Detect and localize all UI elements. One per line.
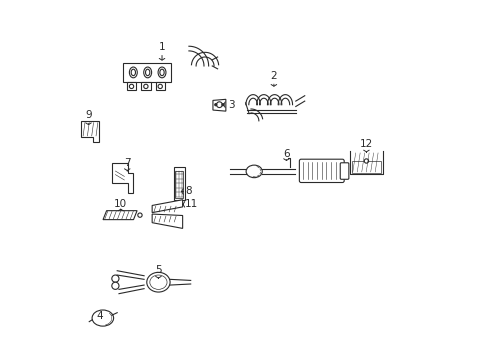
Circle shape <box>138 213 142 217</box>
Ellipse shape <box>146 273 170 292</box>
Text: 2: 2 <box>270 71 277 81</box>
Ellipse shape <box>160 69 164 76</box>
Circle shape <box>158 84 162 89</box>
Ellipse shape <box>145 69 149 76</box>
Polygon shape <box>155 82 164 90</box>
FancyBboxPatch shape <box>340 163 348 179</box>
Circle shape <box>112 282 119 289</box>
Text: 1: 1 <box>159 42 165 52</box>
Polygon shape <box>152 200 182 213</box>
Text: 11: 11 <box>184 199 198 210</box>
Circle shape <box>214 104 217 106</box>
Text: 8: 8 <box>185 186 192 197</box>
Text: 6: 6 <box>283 149 289 159</box>
Text: 5: 5 <box>155 265 162 275</box>
Polygon shape <box>212 99 225 111</box>
Polygon shape <box>112 163 133 193</box>
Text: 10: 10 <box>114 199 127 210</box>
Circle shape <box>129 84 133 89</box>
Circle shape <box>222 104 224 106</box>
Text: 9: 9 <box>85 111 92 121</box>
Ellipse shape <box>245 165 262 178</box>
Polygon shape <box>122 63 171 82</box>
Polygon shape <box>126 82 136 90</box>
Ellipse shape <box>131 69 135 76</box>
Ellipse shape <box>143 67 151 78</box>
Polygon shape <box>152 214 182 228</box>
Ellipse shape <box>158 67 165 78</box>
Polygon shape <box>103 211 137 220</box>
Polygon shape <box>81 121 99 142</box>
Text: 7: 7 <box>123 158 130 168</box>
Polygon shape <box>141 82 150 90</box>
Text: 4: 4 <box>96 311 102 321</box>
Circle shape <box>364 159 368 163</box>
Circle shape <box>143 84 148 89</box>
Ellipse shape <box>129 67 137 78</box>
Bar <box>174 167 184 200</box>
FancyBboxPatch shape <box>299 159 344 183</box>
Circle shape <box>112 275 119 282</box>
Ellipse shape <box>216 102 222 108</box>
Ellipse shape <box>149 275 167 289</box>
Bar <box>351 161 380 173</box>
Bar <box>175 171 183 198</box>
Text: 12: 12 <box>359 139 372 149</box>
Text: 3: 3 <box>228 100 235 110</box>
Ellipse shape <box>92 310 113 326</box>
